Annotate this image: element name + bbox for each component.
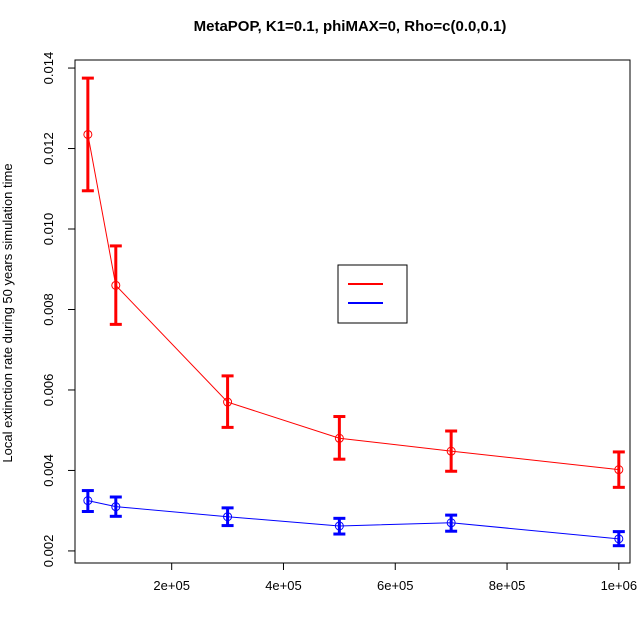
y-tick-label: 0.008 — [41, 293, 56, 326]
data-point — [83, 129, 93, 139]
legend-box — [337, 264, 408, 324]
y-tick-label: 0.014 — [41, 52, 56, 85]
data-point — [111, 280, 121, 290]
data-point — [334, 521, 344, 531]
x-tick-label: 1e+06 — [601, 578, 638, 593]
data-point — [614, 534, 624, 544]
data-point — [446, 446, 456, 456]
series-layer — [81, 76, 625, 548]
x-tick-label: 6e+05 — [377, 578, 414, 593]
data-point — [614, 465, 624, 475]
y-tick-label: 0.002 — [41, 535, 56, 568]
data-point — [83, 496, 93, 506]
plot-frame — [74, 59, 631, 564]
legend — [337, 264, 408, 324]
data-point — [111, 502, 121, 512]
data-point — [446, 518, 456, 528]
series-line — [87, 500, 619, 540]
y-tick-label: 0.010 — [41, 213, 56, 246]
data-point — [223, 512, 233, 522]
series-1 — [81, 489, 625, 548]
data-point — [334, 433, 344, 443]
chart-title: MetaPOP, K1=0.1, phiMAX=0, Rho=c(0.0,0.1… — [194, 18, 507, 35]
x-tick-label: 8e+05 — [489, 578, 526, 593]
x-tick-label: 4e+05 — [265, 578, 302, 593]
y-axis: 0.002 0.004 0.006 0.008 0.010 0.012 0.014 — [41, 52, 76, 568]
x-tick-label: 2e+05 — [153, 578, 190, 593]
y-tick-label: 0.012 — [41, 132, 56, 165]
series-line — [87, 134, 619, 471]
y-tick-label: 0.006 — [41, 374, 56, 407]
x-axis: 2e+05 4e+05 6e+05 8e+05 1e+06 — [153, 562, 638, 593]
data-point — [223, 397, 233, 407]
y-axis-label: Local extinction rate during 50 years si… — [0, 163, 15, 462]
series-0 — [81, 76, 625, 489]
y-tick-label: 0.004 — [41, 454, 56, 487]
